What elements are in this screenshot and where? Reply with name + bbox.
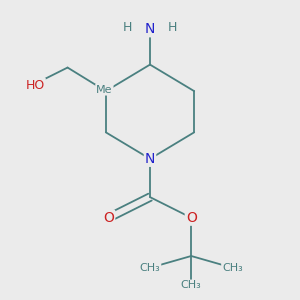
- Text: O: O: [103, 211, 114, 225]
- Text: N: N: [145, 152, 155, 166]
- Text: CH₃: CH₃: [222, 263, 243, 273]
- Text: H: H: [123, 21, 133, 34]
- Text: O: O: [186, 211, 197, 225]
- Text: H: H: [167, 21, 177, 34]
- Text: Me: Me: [96, 85, 112, 94]
- Text: CH₃: CH₃: [140, 263, 160, 273]
- Text: HO: HO: [26, 79, 45, 92]
- Text: N: N: [145, 22, 155, 36]
- Text: CH₃: CH₃: [181, 280, 202, 290]
